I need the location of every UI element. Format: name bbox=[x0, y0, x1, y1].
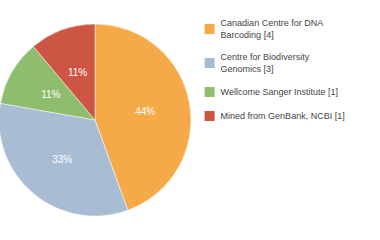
svg-text:Canadian Centre for DNA: Canadian Centre for DNA bbox=[221, 18, 324, 28]
svg-text:11%: 11% bbox=[68, 67, 87, 78]
svg-text:11%: 11% bbox=[41, 89, 60, 100]
svg-text:Barcoding [4]: Barcoding [4] bbox=[221, 30, 274, 40]
svg-text:33%: 33% bbox=[52, 154, 72, 165]
svg-text:Wellcome Sanger Institute [1]: Wellcome Sanger Institute [1] bbox=[221, 87, 338, 97]
svg-text:Centre for Biodiversity: Centre for Biodiversity bbox=[221, 52, 310, 62]
svg-text:Genomics [3]: Genomics [3] bbox=[221, 64, 274, 74]
svg-text:44%: 44% bbox=[135, 106, 155, 117]
svg-text:Mined from GenBank, NCBI [1]: Mined from GenBank, NCBI [1] bbox=[221, 111, 345, 121]
